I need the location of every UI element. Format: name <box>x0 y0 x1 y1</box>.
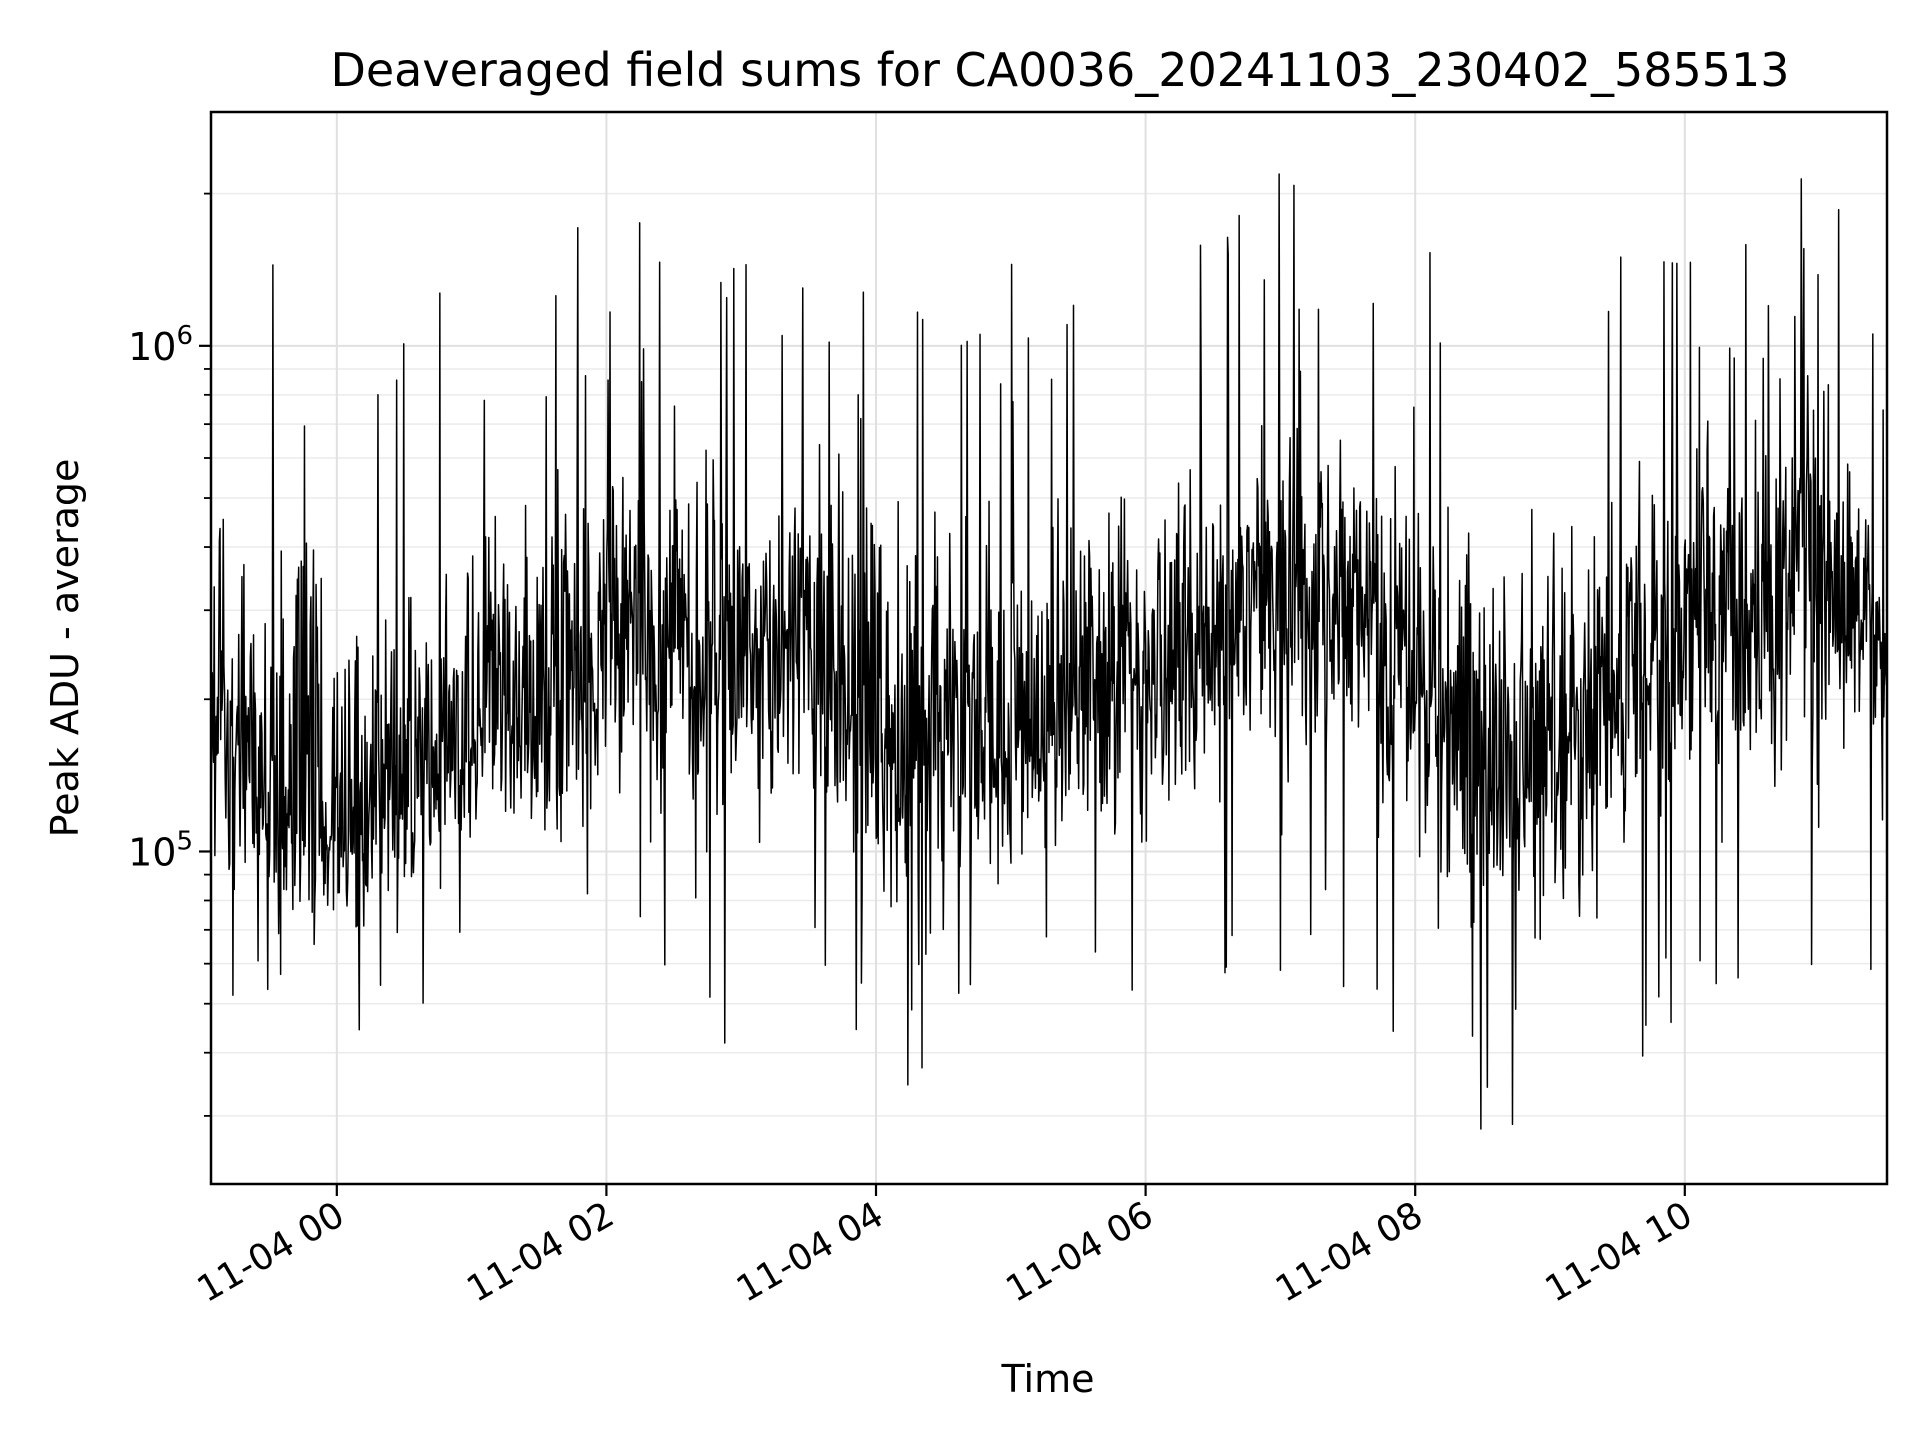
y-tick-label: 105 <box>128 826 193 874</box>
y-axis: 105 106 <box>128 192 211 1117</box>
chart-title: Deaveraged field sums for CA0036_2024110… <box>330 43 1789 97</box>
plot-frame <box>209 110 1889 1186</box>
y-axis-label: Peak ADU - average <box>43 459 87 838</box>
data-series <box>211 173 1887 1130</box>
series-line <box>211 173 1887 1130</box>
x-axis-label: Time <box>1001 1357 1095 1401</box>
y-tick-label: 106 <box>128 321 193 369</box>
